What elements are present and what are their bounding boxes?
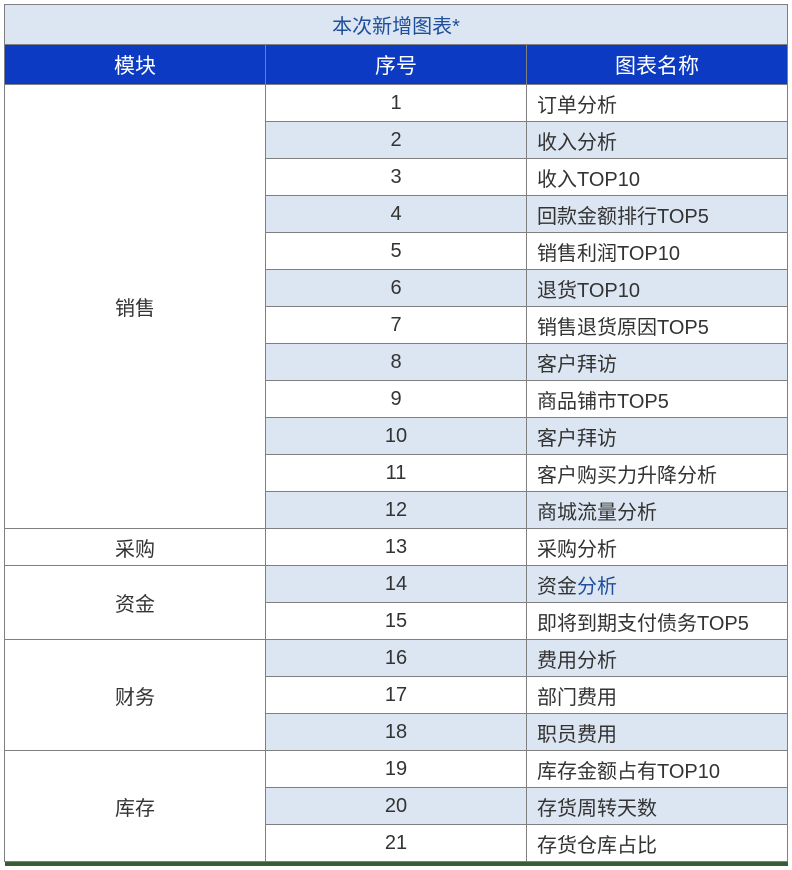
table-row: 财务 16 费用分析 [5,640,788,677]
name-cell: 费用分析 [527,640,788,677]
seq-cell: 2 [266,122,527,159]
seq-cell: 9 [266,381,527,418]
seq-cell: 6 [266,270,527,307]
chart-list-table: 本次新增图表* 模块 序号 图表名称 销售 1 订单分析 2 收入分析 3 收入… [4,4,788,866]
header-name: 图表名称 [527,45,788,85]
name-cell: 资金分析 [527,566,788,603]
name-cell: 库存金额占有TOP10 [527,751,788,788]
table-bottom-edge [5,862,788,866]
seq-cell: 5 [266,233,527,270]
name-cell: 存货仓库占比 [527,825,788,862]
seq-cell: 16 [266,640,527,677]
seq-cell: 7 [266,307,527,344]
name-cell: 存货周转天数 [527,788,788,825]
header-seq: 序号 [266,45,527,85]
module-cell-inventory: 库存 [5,751,266,862]
seq-cell: 18 [266,714,527,751]
module-cell-funds: 资金 [5,566,266,640]
table-row: 库存 19 库存金额占有TOP10 [5,751,788,788]
table-row: 销售 1 订单分析 [5,85,788,122]
seq-cell: 3 [266,159,527,196]
seq-cell: 21 [266,825,527,862]
name-cell: 客户购买力升降分析 [527,455,788,492]
seq-cell: 14 [266,566,527,603]
name-cell: 销售退货原因TOP5 [527,307,788,344]
module-cell-purchase: 采购 [5,529,266,566]
name-cell: 收入分析 [527,122,788,159]
table-row: 采购 13 采购分析 [5,529,788,566]
header-module: 模块 [5,45,266,85]
seq-cell: 11 [266,455,527,492]
name-cell: 销售利润TOP10 [527,233,788,270]
name-cell: 商城流量分析 [527,492,788,529]
table-title: 本次新增图表* [5,5,788,45]
table-header-row: 模块 序号 图表名称 [5,45,788,85]
name-cell: 退货TOP10 [527,270,788,307]
name-text-link: 分析 [577,576,617,598]
table-row: 资金 14 资金分析 [5,566,788,603]
name-text-prefix: 资金 [537,576,577,598]
table-title-row: 本次新增图表* [5,5,788,45]
module-cell-sales: 销售 [5,85,266,529]
seq-cell: 10 [266,418,527,455]
name-cell: 即将到期支付债务TOP5 [527,603,788,640]
seq-cell: 19 [266,751,527,788]
name-cell: 职员费用 [527,714,788,751]
seq-cell: 13 [266,529,527,566]
seq-cell: 1 [266,85,527,122]
seq-cell: 8 [266,344,527,381]
seq-cell: 17 [266,677,527,714]
name-cell: 订单分析 [527,85,788,122]
seq-cell: 4 [266,196,527,233]
name-cell: 客户拜访 [527,418,788,455]
name-cell: 客户拜访 [527,344,788,381]
name-cell: 回款金额排行TOP5 [527,196,788,233]
seq-cell: 20 [266,788,527,825]
name-cell: 收入TOP10 [527,159,788,196]
seq-cell: 15 [266,603,527,640]
name-cell: 部门费用 [527,677,788,714]
name-cell: 采购分析 [527,529,788,566]
seq-cell: 12 [266,492,527,529]
name-cell: 商品铺市TOP5 [527,381,788,418]
module-cell-finance: 财务 [5,640,266,751]
